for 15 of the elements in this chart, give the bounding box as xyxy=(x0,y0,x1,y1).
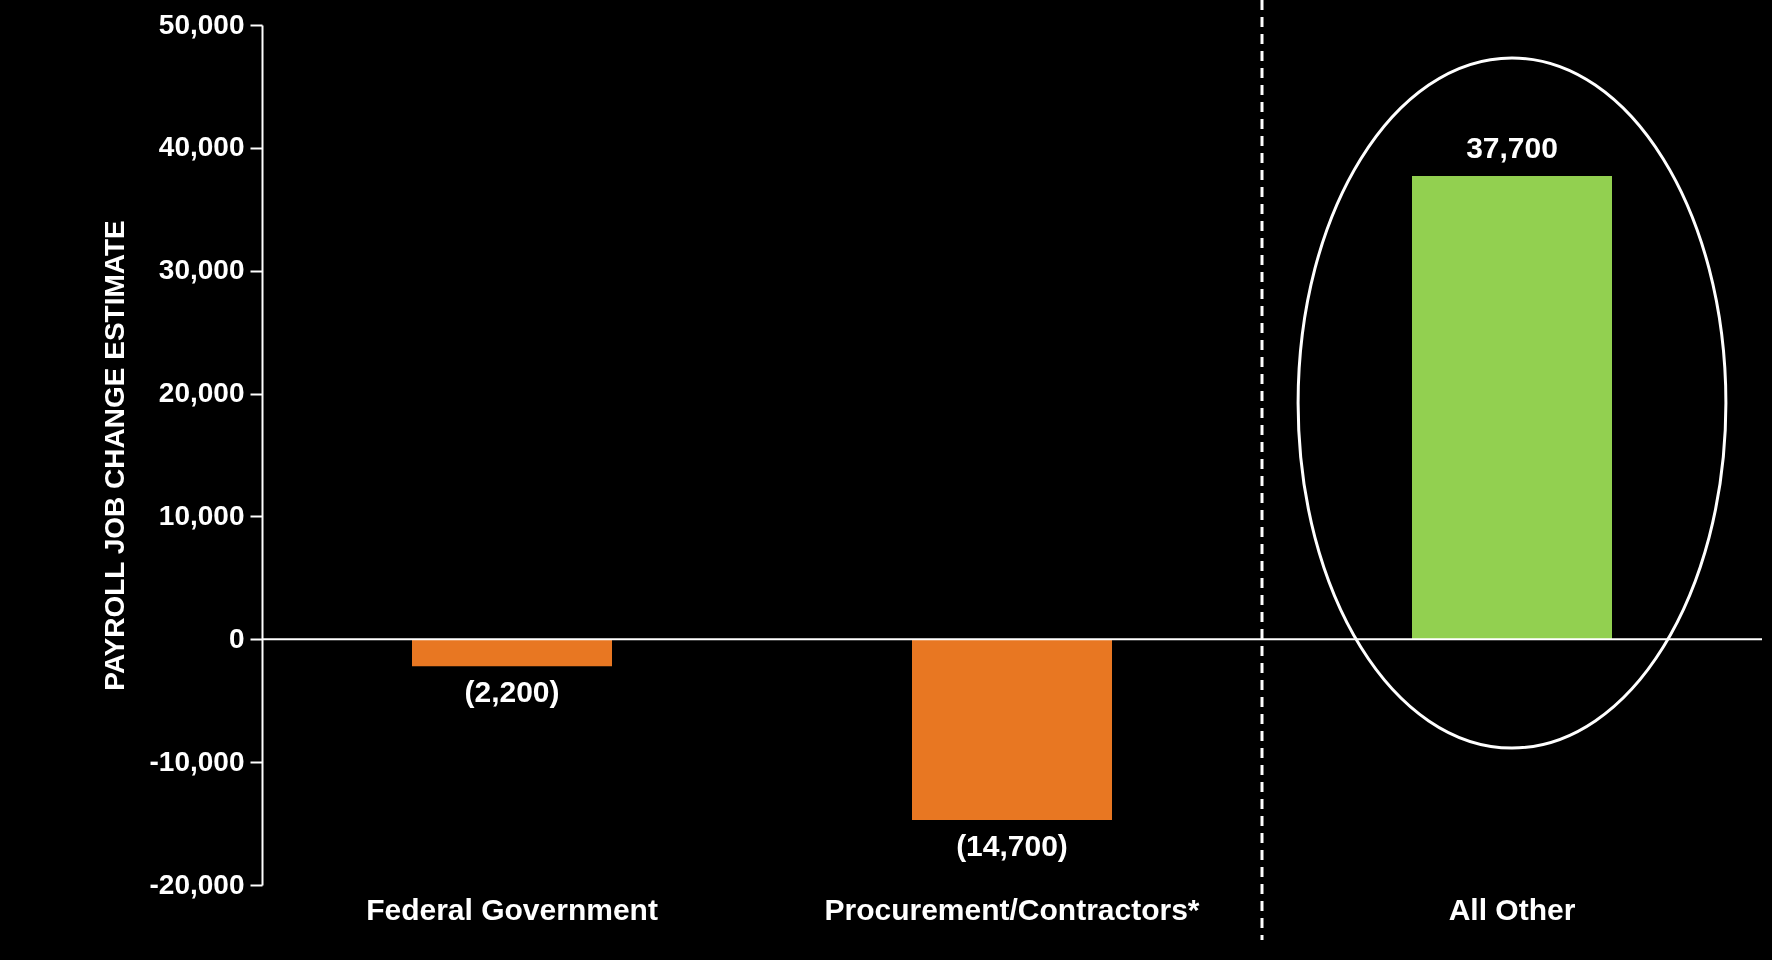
y-tick-label: -10,000 xyxy=(149,745,245,777)
y-tick-label: -20,000 xyxy=(149,868,245,900)
y-tick-label: 30,000 xyxy=(158,254,245,286)
data-label: (14,700) xyxy=(956,828,1068,862)
x-tick-label: All Other xyxy=(1448,892,1576,926)
x-tick-label: Procurement/Contractors* xyxy=(824,892,1200,926)
y-tick-label: 10,000 xyxy=(158,499,245,531)
data-label: (2,200) xyxy=(464,675,560,709)
y-tick-label: 20,000 xyxy=(158,377,245,409)
x-tick-label: Federal Government xyxy=(366,892,658,926)
y-tick-label: 50,000 xyxy=(158,8,245,40)
y-tick-label: 0 xyxy=(228,622,245,654)
y-axis-title: PAYROLL JOB CHANGE ESTIMATE xyxy=(98,220,130,691)
y-tick-label: 40,000 xyxy=(158,131,245,163)
data-label: 37,700 xyxy=(1466,131,1558,165)
